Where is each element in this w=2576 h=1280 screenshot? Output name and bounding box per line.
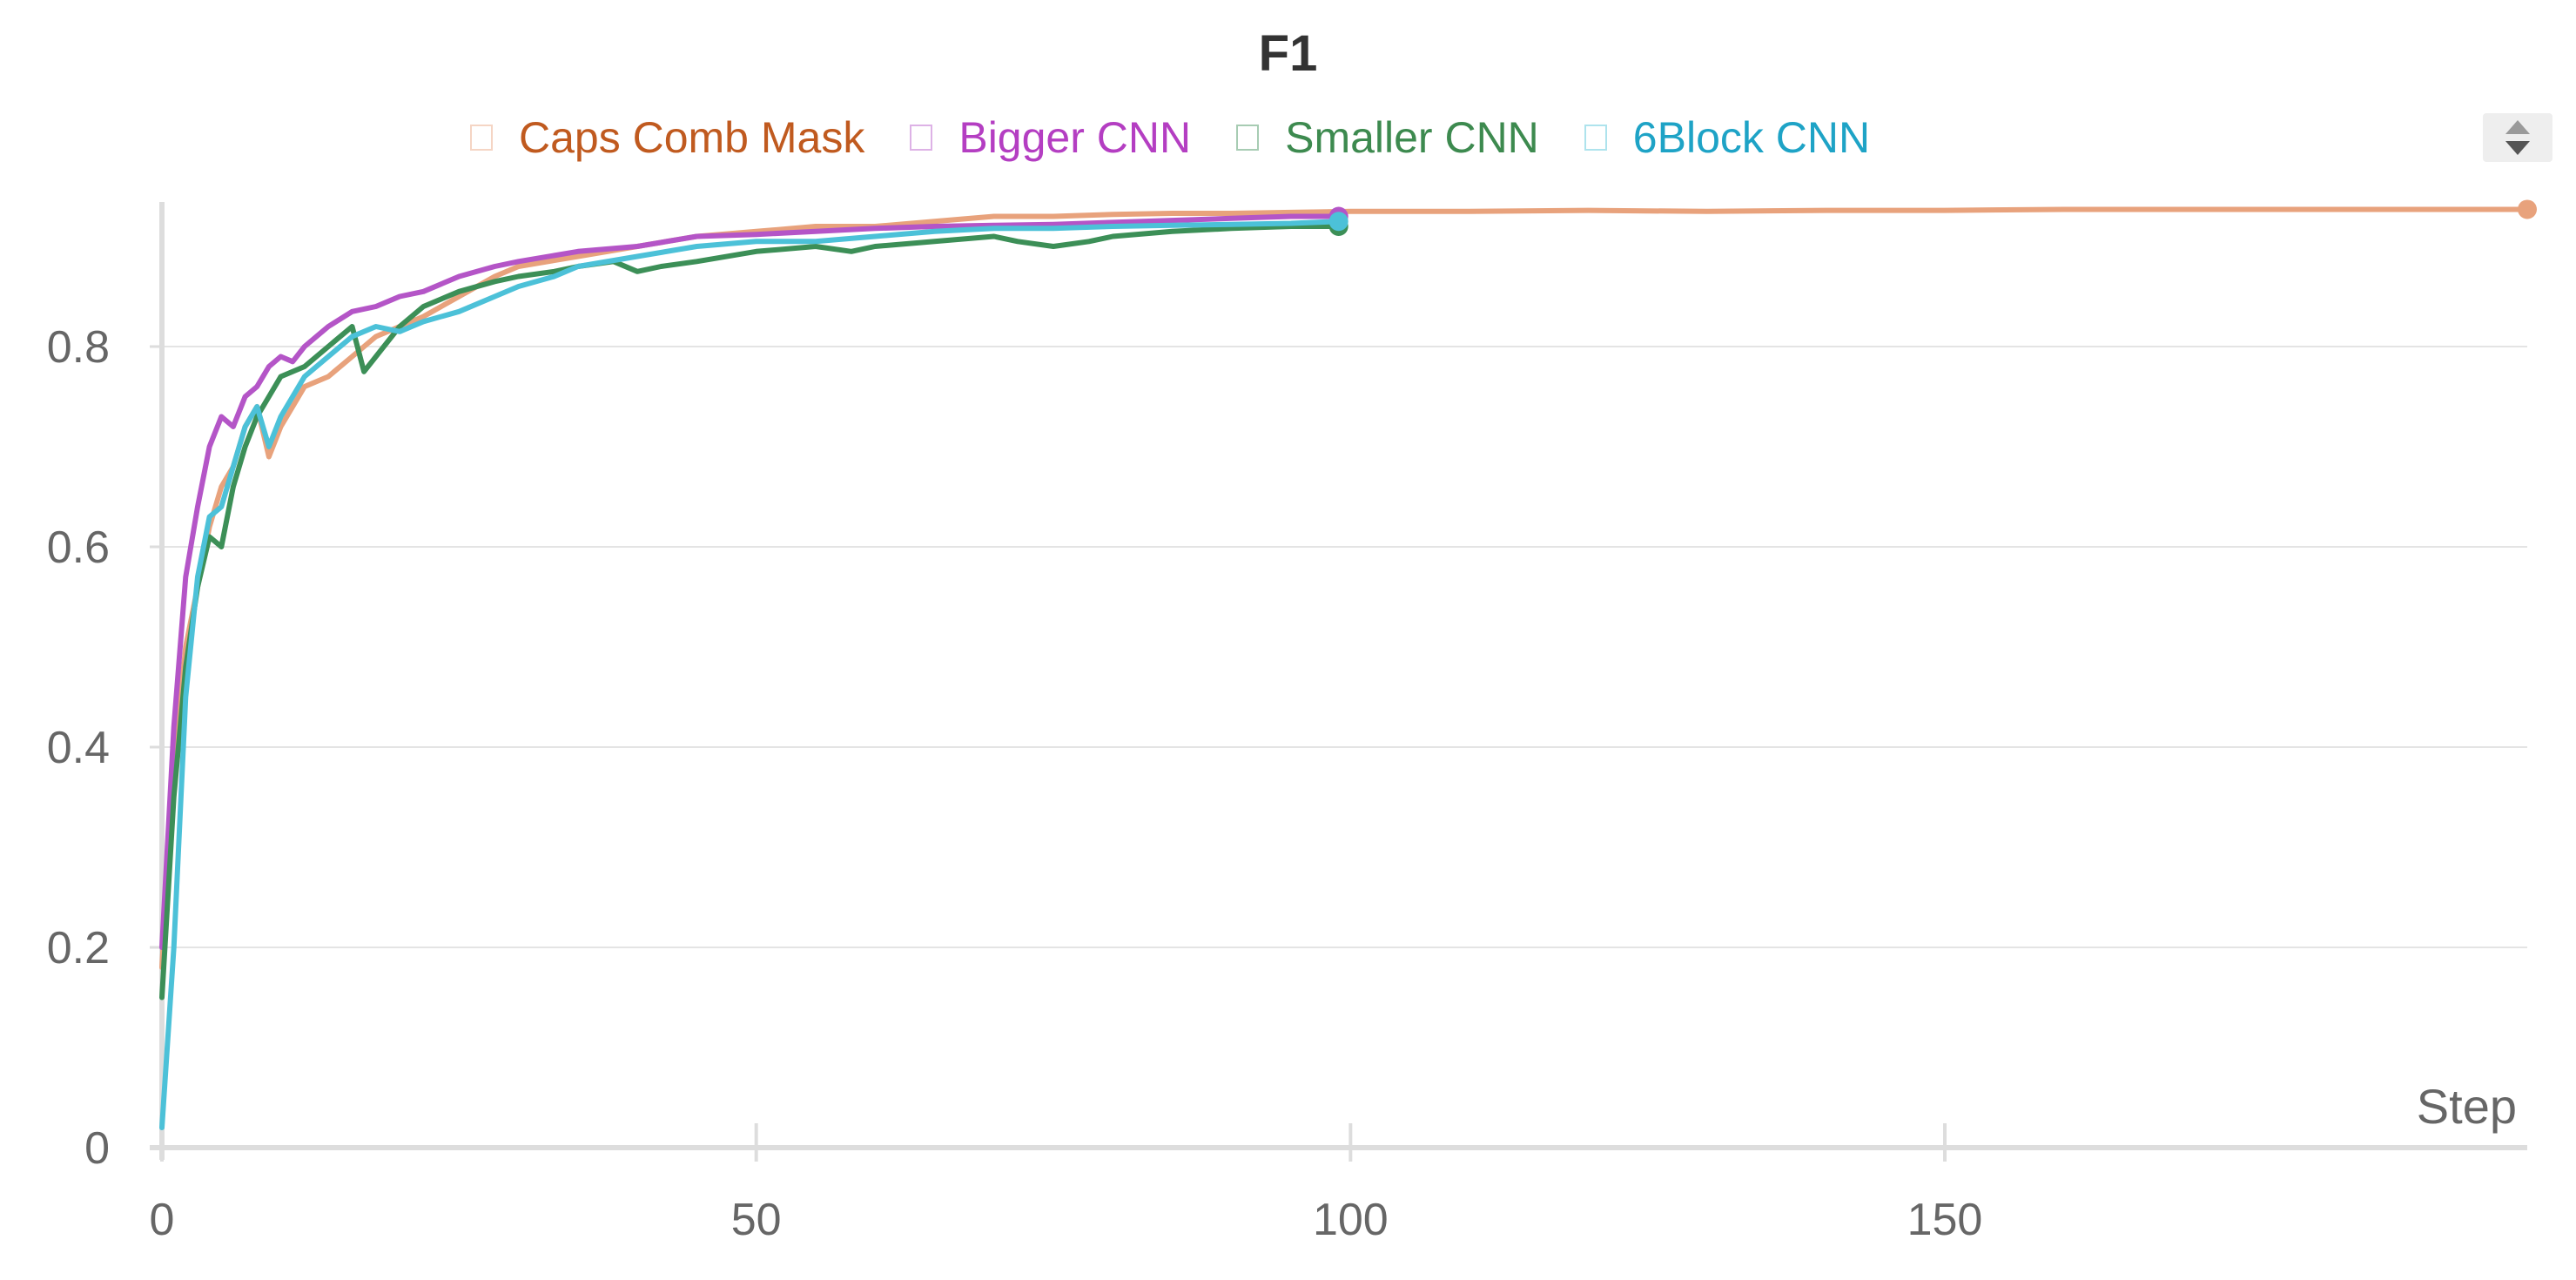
series-line-2[interactable] <box>159 224 1342 1000</box>
legend-item-0[interactable]: Caps Comb Mask <box>470 112 864 163</box>
x-tick-label: 0 <box>150 1195 175 1245</box>
chart-title: F1 <box>1258 25 1318 82</box>
chevron-up-icon <box>2505 120 2530 134</box>
legend-swatch <box>470 125 493 151</box>
series-raw-line <box>160 225 1339 998</box>
legend-swatch <box>1236 125 1260 151</box>
legend-label: 6Block CNN <box>1632 113 1871 162</box>
series-end-point[interactable] <box>2518 199 2537 219</box>
legend-swatch <box>1584 125 1607 151</box>
x-tick-label: 150 <box>1907 1195 1983 1245</box>
x-tick-label: 50 <box>731 1195 782 1245</box>
legend: Caps Comb Mask Bigger CNN Smaller CNN 6Bloc… <box>470 106 1915 169</box>
legend-label: Caps Comb Mask <box>519 113 865 162</box>
series-line-3[interactable] <box>159 219 1342 1130</box>
x-tick-label: 100 <box>1313 1195 1389 1245</box>
legend-item-3[interactable]: 6Block CNN <box>1584 112 1870 163</box>
y-tick-label: 0.8 <box>47 322 110 373</box>
legend-item-1[interactable]: Bigger CNN <box>910 112 1191 163</box>
y-tick-label: 0.4 <box>47 723 110 773</box>
y-tick-label: 0 <box>84 1123 110 1174</box>
legend-item-2[interactable]: Smaller CNN <box>1236 112 1539 163</box>
legend-swatch <box>910 125 933 151</box>
series-end-point[interactable] <box>1328 212 1349 232</box>
series-line-1[interactable] <box>159 213 1342 950</box>
legend-scroll-button[interactable] <box>2483 113 2552 162</box>
legend-label: Bigger CNN <box>958 113 1192 162</box>
x-axis-label: Step <box>2417 1079 2517 1134</box>
chevron-down-icon <box>2505 141 2530 155</box>
y-tick-label: 0.6 <box>47 522 110 573</box>
legend-label: Smaller CNN <box>1285 113 1539 162</box>
series-line-0[interactable] <box>159 206 2530 970</box>
series-raw-line <box>160 215 1339 948</box>
series-raw-line <box>160 219 1339 1128</box>
y-tick-label: 0.2 <box>47 923 110 973</box>
series-raw-line <box>160 208 2527 968</box>
